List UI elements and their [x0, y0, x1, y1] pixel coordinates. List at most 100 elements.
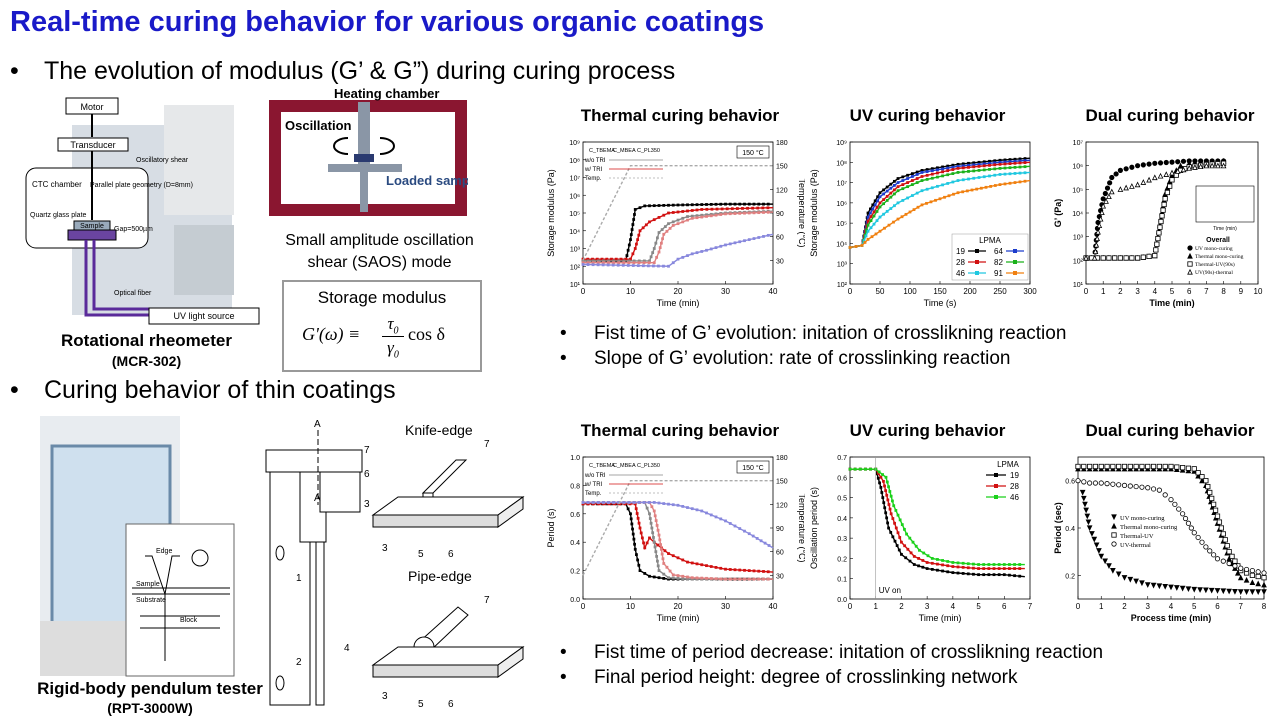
y-tick-label: 10¹: [570, 282, 581, 289]
series-point-2: [956, 561, 960, 565]
series-point-1: [752, 569, 756, 573]
series-point-2: [911, 179, 914, 182]
y-tick-label: 0.8: [570, 483, 580, 490]
series-point-1: [637, 521, 641, 525]
series-point-0: [667, 203, 670, 207]
series-point-2: [1168, 463, 1174, 470]
series-point-3: [1129, 183, 1135, 189]
series-point-3: [1169, 169, 1175, 176]
series-point-3: [654, 519, 658, 523]
series-point-3: [1093, 241, 1100, 248]
series-point-1: [762, 570, 765, 573]
y-tick-label: 10²: [837, 282, 848, 289]
series-point-4: [864, 234, 868, 238]
series-point-0: [967, 161, 970, 165]
series-point-0: [946, 570, 950, 574]
uv-on-label: UV on: [879, 586, 901, 595]
series-point-0: [1203, 587, 1209, 594]
series-point-1: [885, 493, 889, 497]
legend-marker: [1111, 522, 1117, 529]
series-point-0: [873, 199, 877, 203]
series-point-3: [714, 577, 718, 581]
y-tick-label: 10⁹: [569, 140, 580, 147]
series-point-0: [1002, 573, 1006, 577]
series-point-3: [1092, 248, 1099, 255]
series-point-3: [612, 261, 615, 265]
num-3b: 3: [382, 543, 388, 554]
series-point-3: [1195, 534, 1201, 541]
series-point-2: [848, 467, 852, 471]
legend-entry-label: 28: [956, 258, 965, 267]
series-point-1: [724, 567, 727, 571]
series-point-2: [1092, 463, 1099, 470]
series-point-1: [1013, 159, 1017, 163]
legend-title: Overall: [1206, 237, 1230, 244]
series-point-4: [1023, 171, 1027, 175]
series-point-1: [946, 166, 950, 170]
series-point-0: [686, 203, 689, 207]
series-point-0: [636, 558, 640, 562]
formula-rhs: cos δ: [408, 324, 445, 344]
series-point-3: [1232, 563, 1238, 569]
series-point-4: [743, 529, 746, 533]
legend-marker: [1111, 532, 1117, 538]
series-point-4: [632, 501, 636, 504]
series-point-3: [762, 577, 765, 581]
series-point-3: [705, 215, 708, 218]
series-point-2: [627, 259, 631, 263]
series-point-3: [661, 237, 664, 241]
series-point-5: [1023, 179, 1027, 183]
series-point-1: [631, 252, 635, 256]
x-tick-label: 10: [626, 602, 635, 611]
series-point-1: [607, 502, 611, 506]
series-point-1: [690, 561, 694, 565]
y-axis-label: Storage modulus (Pa): [809, 169, 819, 257]
x-axis-label: Process time (min): [1131, 613, 1212, 623]
series-point-1: [1023, 159, 1027, 162]
series-point-3: [642, 261, 646, 265]
series-point-0: [633, 547, 637, 551]
series-point-0: [738, 202, 742, 206]
series-point-1: [920, 171, 924, 174]
series-point-5: [989, 185, 993, 188]
series-point-3: [967, 170, 970, 173]
series-point-1: [972, 163, 976, 167]
y-tick-label: 0.0: [837, 597, 847, 604]
legend-col-header: C_MBEA: [613, 148, 636, 154]
series-point-0: [1232, 589, 1238, 595]
quartz-label: Quartz glass plate: [30, 212, 87, 219]
series-point-1: [887, 503, 891, 506]
series-point-2: [889, 191, 893, 195]
series-point-4: [1013, 172, 1017, 175]
series-point-0: [993, 159, 997, 163]
series-point-2: [1160, 207, 1166, 213]
series-point-0: [662, 203, 666, 207]
series-point-4: [581, 501, 585, 504]
parallel-plate-label: Parallel plate geometry (D=8mm): [90, 182, 193, 189]
y2-tick-label: 180: [776, 140, 788, 147]
series-point-3: [1123, 184, 1129, 191]
series-point-3: [686, 218, 689, 222]
series-point-0: [625, 254, 629, 257]
y-tick-label: 10⁴: [1072, 211, 1083, 218]
series-point-2: [885, 480, 889, 484]
series-point-5: [860, 244, 864, 247]
series-point-4: [705, 511, 708, 515]
series-point-5: [892, 220, 895, 224]
series-point-2: [1098, 463, 1104, 470]
series-point-3: [714, 213, 718, 217]
series-point-2: [896, 513, 900, 517]
series-point-2: [1224, 543, 1230, 549]
series-point-3: [1157, 172, 1164, 179]
series-point-0: [757, 202, 761, 206]
series-point-2: [884, 475, 888, 479]
series-point-2: [893, 188, 896, 192]
series-point-0: [657, 576, 661, 580]
series-point-2: [1199, 474, 1205, 480]
series-point-2: [869, 215, 873, 218]
series-point-2: [936, 171, 939, 175]
series-point-3: [607, 261, 610, 265]
chart-dual-period: 0 1 2 3 4 5 6 7 8 Process time (min) 0.2 0.4 0.6 Peri…: [1053, 456, 1267, 623]
note-1-2: • Slope of G’ evolution: rate of crosslin…: [560, 348, 1011, 369]
series-point-4: [941, 183, 944, 187]
